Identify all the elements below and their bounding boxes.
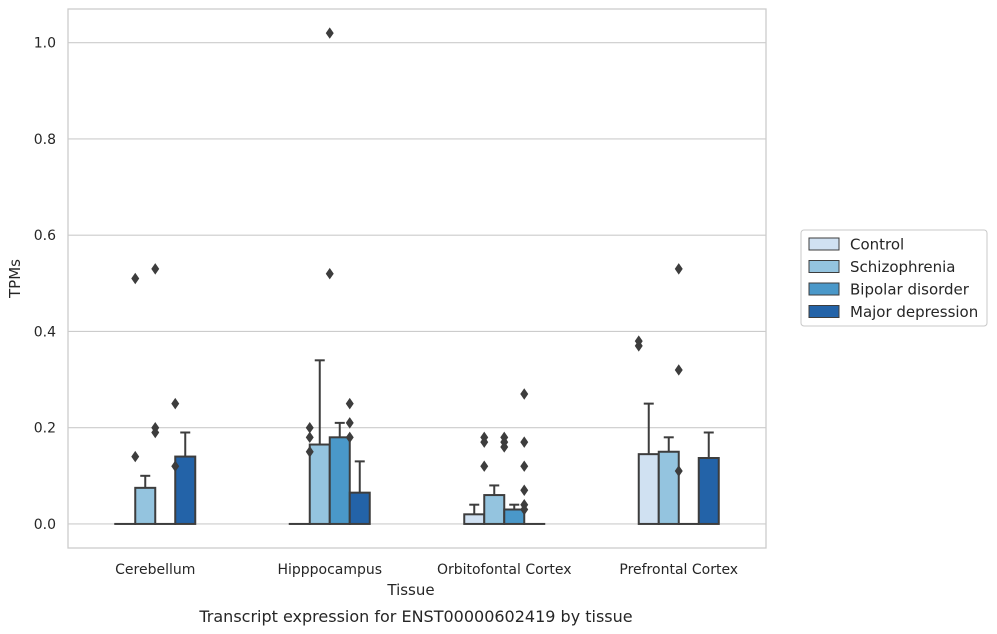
outlier-1-2-1 [325, 267, 334, 280]
bar-2-2 [503, 508, 526, 525]
y-axis-label: TPMs [6, 259, 24, 299]
outlier-2-3-0 [520, 388, 529, 400]
outlier-1-3-0 [345, 397, 354, 410]
outlier-0-2-0 [151, 263, 160, 275]
bar-2-1 [483, 494, 506, 525]
outlier-2-1-1 [480, 436, 489, 448]
y-tick-label: 0.0 [34, 517, 56, 533]
outlier-1-3-1 [345, 417, 354, 429]
outliers-layer [131, 27, 683, 516]
legend-swatch-3 [808, 305, 840, 318]
outlier-0-1-0 [131, 272, 140, 285]
legend-box [800, 229, 988, 327]
y-tick-label: 0.2 [34, 421, 56, 437]
legend-label-2: Bipolar disorder [850, 281, 970, 299]
y-tick-label: 1.0 [34, 36, 56, 52]
bar-1-1 [308, 443, 331, 525]
legend: Control Schizophrenia Bipolar disorder Majo… [800, 229, 988, 327]
x-axis-label: Tissue [386, 581, 434, 599]
bar-3-3 [697, 457, 720, 525]
outlier-0-2-2 [151, 426, 160, 439]
plot-frame [67, 8, 767, 549]
outlier-1-1-0 [305, 421, 314, 434]
legend-label-0: Control [850, 236, 904, 254]
bar-2-0 [463, 513, 486, 525]
outlier-3-2-1 [674, 364, 683, 376]
outlier-3-0-1 [634, 335, 643, 347]
outlier-2-3-1 [520, 436, 529, 448]
error-bars-layer [140, 359, 714, 515]
legend-label-1: Schizophrenia [850, 258, 955, 276]
chart-caption: Transcript expression for ENST0000060241… [198, 607, 632, 626]
bar-1-3 [348, 491, 371, 525]
legend-swatch-1 [808, 260, 840, 273]
outlier-2-1-2 [480, 460, 489, 472]
outlier-2-3-2 [520, 460, 529, 472]
legend-swatch-2 [808, 282, 840, 296]
y-tick-label: 0.4 [34, 324, 56, 340]
outlier-3-2-2 [674, 465, 683, 477]
outlier-1-2-0 [325, 27, 334, 39]
legend-swatch-0 [808, 237, 840, 251]
outlier-2-3-5 [520, 503, 529, 516]
outlier-1-3-2 [345, 431, 354, 444]
x-tick-label: Prefrontal Cortex [619, 562, 738, 578]
bar-3-0 [637, 453, 660, 525]
outlier-0-1-1 [131, 450, 140, 463]
x-tick-label: Cerebellum [115, 562, 195, 578]
bars-layer [114, 436, 720, 525]
outlier-2-2-2 [500, 441, 509, 453]
outlier-1-1-1 [305, 431, 314, 444]
x-tick-label: Orbitofontal Cortex [437, 562, 572, 578]
y-tick-label: 0.8 [34, 132, 56, 148]
outlier-3-2-0 [674, 263, 683, 275]
bar-1-2 [328, 436, 351, 525]
x-tick-labels: Cerebellum Hipppocampus Orbitofontal Corte… [115, 562, 738, 578]
legend-label-3: Major depression [850, 303, 978, 321]
outlier-2-3-3 [520, 484, 529, 496]
outlier-0-3-1 [171, 460, 180, 472]
bar-0-1 [134, 486, 157, 525]
outlier-1-1-2 [305, 446, 314, 458]
y-tick-labels: 0.0 0.2 0.4 0.6 0.8 1.0 [34, 36, 56, 533]
x-tick-label: Hipppocampus [277, 562, 382, 578]
y-tick-label: 0.6 [34, 228, 56, 244]
bar-3-1 [657, 450, 680, 525]
outlier-0-3-0 [171, 397, 180, 410]
